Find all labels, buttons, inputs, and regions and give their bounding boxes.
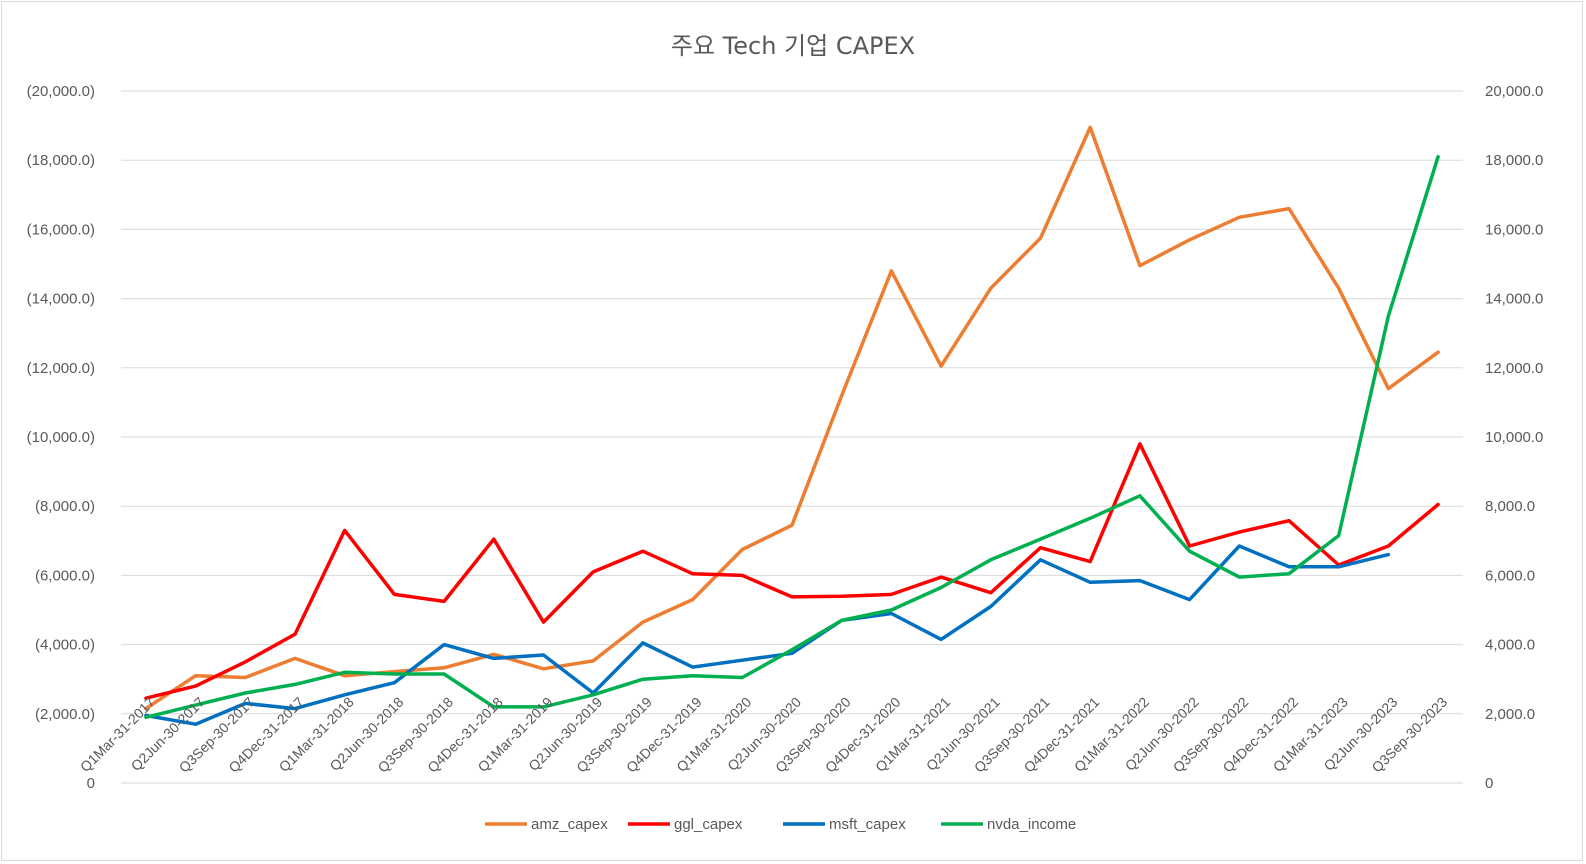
legend-item-nvda_income[interactable]: nvda_income xyxy=(941,816,1076,833)
legend-label: msft_capex xyxy=(829,816,906,833)
left-tick-label: (2,000.0) xyxy=(35,706,95,723)
right-tick-label: 8,000.0 xyxy=(1485,498,1535,515)
right-tick-label: 18,000.0 xyxy=(1485,152,1543,169)
left-tick-label: (16,000.0) xyxy=(27,221,95,238)
left-tick-label: (12,000.0) xyxy=(27,360,95,377)
left-tick-label: 0 xyxy=(87,775,95,792)
x-axis-labels: Q1Mar-31-2017Q2Jun-30-2017Q3Sep-30-2017Q… xyxy=(77,694,1451,776)
series-line-nvda_income xyxy=(144,154,1440,720)
legend-item-amz_capex[interactable]: amz_capex xyxy=(485,816,608,833)
legend-item-msft_capex[interactable]: msft_capex xyxy=(783,816,906,833)
legend-label: amz_capex xyxy=(531,816,608,833)
left-tick-label: (4,000.0) xyxy=(35,637,95,654)
right-tick-label: 16,000.0 xyxy=(1485,221,1543,238)
right-tick-label: 10,000.0 xyxy=(1485,429,1543,446)
series-line-amz_capex xyxy=(144,125,1440,711)
legend-label: nvda_income xyxy=(987,816,1076,833)
right-tick-label: 14,000.0 xyxy=(1485,291,1543,308)
left-tick-label: (20,000.0) xyxy=(27,83,95,100)
legend-item-ggl_capex[interactable]: ggl_capex xyxy=(628,816,743,833)
legend[interactable]: amz_capex ggl_capex msft_capex nvda_income xyxy=(485,816,1076,833)
left-tick-label: (6,000.0) xyxy=(35,567,95,584)
series-line-msft_capex xyxy=(144,544,1391,726)
left-tick-label: (10,000.0) xyxy=(27,429,95,446)
right-tick-label: 2,000.0 xyxy=(1485,706,1535,723)
right-axis-labels: 0 2,000.0 4,000.0 6,000.0 8,000.0 10,000.0 12,… xyxy=(1485,83,1543,792)
chart-title: 주요 Tech 기업 CAPEX xyxy=(670,32,916,60)
left-axis-labels: 0 (2,000.0) (4,000.0) (6,000.0) (8,000.0) (10… xyxy=(27,83,95,792)
gridlines xyxy=(121,90,1463,784)
series-lines xyxy=(144,125,1440,726)
right-tick-label: 4,000.0 xyxy=(1485,637,1535,654)
legend-label: ggl_capex xyxy=(674,816,743,833)
series-line-ggl_capex xyxy=(144,442,1440,700)
left-tick-label: (14,000.0) xyxy=(27,291,95,308)
right-tick-label: 6,000.0 xyxy=(1485,567,1535,584)
left-tick-label: (18,000.0) xyxy=(27,152,95,169)
right-tick-label: 0 xyxy=(1485,775,1493,792)
right-tick-label: 20,000.0 xyxy=(1485,83,1543,100)
right-tick-label: 12,000.0 xyxy=(1485,360,1543,377)
left-tick-label: (8,000.0) xyxy=(35,498,95,515)
